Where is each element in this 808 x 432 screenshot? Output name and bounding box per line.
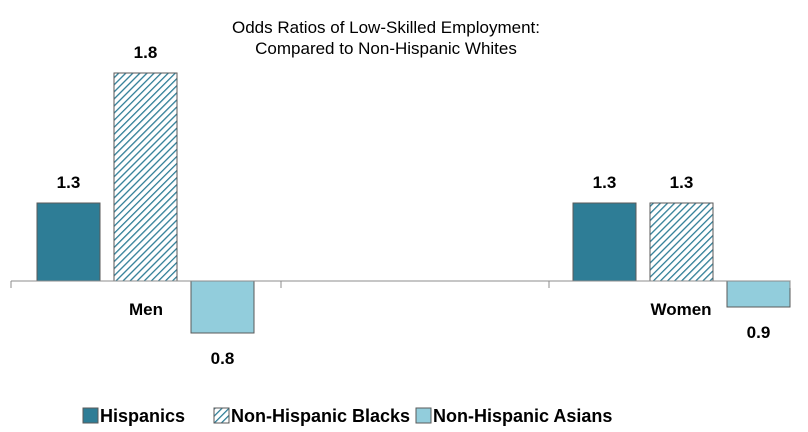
category-label-men: Men bbox=[129, 300, 163, 319]
data-label-men-hispanics: 1.3 bbox=[57, 173, 81, 192]
legend-item-hispanics: Hispanics bbox=[82, 406, 185, 426]
chart-subtitle: Compared to Non-Hispanic Whites bbox=[255, 39, 517, 58]
data-label-women-non-hispanic-blacks: 1.3 bbox=[670, 173, 694, 192]
data-label-men-non-hispanic-blacks: 1.8 bbox=[134, 43, 158, 62]
legend-swatch bbox=[213, 407, 230, 424]
bars bbox=[36, 72, 791, 334]
chart-title: Odds Ratios of Low-Skilled Employment: bbox=[232, 18, 540, 37]
bar-men-non-hispanic-asians bbox=[190, 280, 255, 334]
category-axis: Men Women bbox=[10, 280, 791, 319]
data-labels: 1.3 1.8 0.8 1.3 1.3 0.9 bbox=[57, 43, 771, 368]
bar-women-non-hispanic-asians bbox=[726, 280, 791, 308]
bar-men-hispanics bbox=[36, 202, 101, 282]
legend-swatch bbox=[415, 407, 432, 424]
legend-label: Non-Hispanic Blacks bbox=[231, 406, 410, 426]
bar-women-hispanics bbox=[572, 202, 637, 282]
legend-label: Non-Hispanic Asians bbox=[433, 406, 612, 426]
legend-swatch bbox=[82, 407, 99, 424]
bar-women-non-hispanic-blacks bbox=[649, 202, 714, 282]
data-label-women-non-hispanic-asians: 0.9 bbox=[747, 323, 771, 342]
data-label-women-hispanics: 1.3 bbox=[593, 173, 617, 192]
legend: Hispanics Non-Hispanic Blacks Non-Hispanic… bbox=[82, 406, 612, 426]
data-label-men-non-hispanic-asians: 0.8 bbox=[211, 349, 235, 368]
bar-men-non-hispanic-blacks bbox=[113, 72, 178, 282]
category-label-women: Women bbox=[650, 300, 711, 319]
legend-item-non-hispanic-asians: Non-Hispanic Asians bbox=[415, 406, 612, 426]
legend-label: Hispanics bbox=[100, 406, 185, 426]
legend-item-non-hispanic-blacks: Non-Hispanic Blacks bbox=[213, 406, 410, 426]
